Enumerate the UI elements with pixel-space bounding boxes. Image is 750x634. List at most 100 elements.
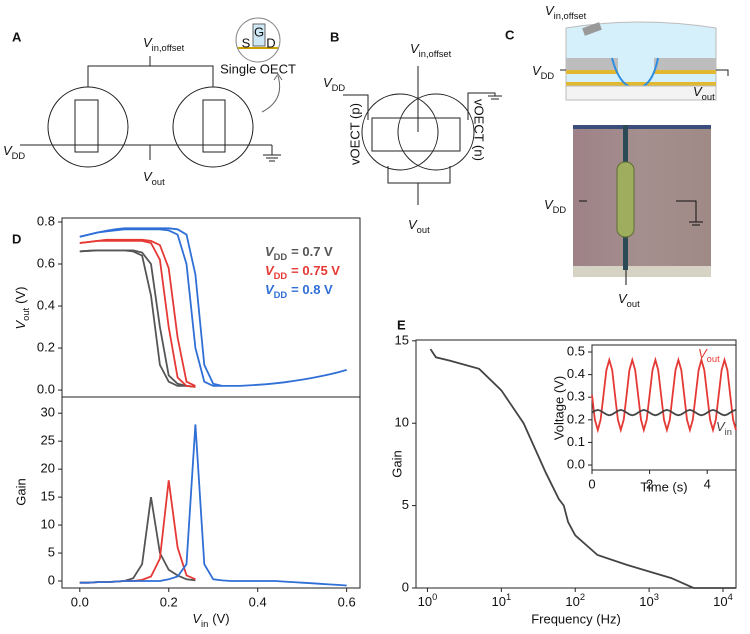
y-tick-label: 0.6	[37, 255, 55, 270]
panel-label: A	[12, 29, 22, 44]
drawing-shape	[573, 266, 711, 277]
series-label: Vout	[698, 346, 720, 364]
drawing-shape	[654, 70, 716, 74]
drawing-shape	[716, 69, 729, 76]
drawing-shape	[565, 21, 717, 101]
drawing-shape	[467, 92, 496, 120]
data-line	[79, 238, 196, 387]
symbol: V	[192, 611, 202, 626]
data-line	[79, 227, 347, 387]
diagram-label: Vout	[618, 291, 640, 309]
drawing-shape	[202, 99, 226, 153]
diagram-label: Vin,offset	[545, 3, 587, 21]
y-tick-label: 30	[41, 405, 55, 420]
y-tick-label: 0.2	[37, 339, 55, 354]
symbol: V	[544, 197, 554, 212]
drawing-shape	[47, 86, 129, 168]
drawing-shape	[566, 58, 618, 70]
terminal-label: S	[242, 35, 251, 50]
y-tick-label: 15	[395, 332, 409, 347]
device-label: vOECT (p)	[347, 103, 362, 165]
drawing-shape	[261, 75, 281, 113]
diagram-label: VDD	[3, 143, 25, 161]
diagram-label: Vin,offset	[410, 41, 452, 59]
diagram-b	[343, 66, 502, 205]
y-tick-label: 0.4	[567, 366, 585, 381]
subscript: out	[707, 354, 720, 364]
subscript: DD	[332, 83, 346, 93]
y-axis-label: Gain	[389, 450, 404, 477]
symbol: V	[693, 84, 703, 99]
drawing-shape	[582, 22, 602, 36]
tick-exponent: 4	[728, 592, 733, 602]
x-tick-label: 103	[639, 592, 659, 609]
tick-base: 10	[565, 594, 579, 609]
y-tick-label: 0.8	[37, 213, 55, 228]
subscript: in,offset	[554, 11, 587, 21]
subscript: out	[702, 92, 715, 102]
y-tick-label: 20	[41, 461, 55, 476]
drawing-shape	[565, 85, 717, 101]
x-tick-label: 0	[588, 476, 595, 491]
subscript: in	[201, 619, 208, 629]
drawing-shape	[676, 200, 697, 222]
y-axis-label: Gain	[13, 478, 28, 505]
y-tick-label: 0.0	[567, 456, 585, 471]
x-tick-label: 0.4	[249, 594, 267, 609]
x-axis-label: Vin (V)	[192, 611, 229, 629]
y-tick-label: 0.0	[37, 382, 55, 397]
x-tick-label: 100	[418, 592, 438, 609]
symbol: V	[545, 3, 555, 18]
x-tick-label: 101	[491, 592, 511, 609]
y-tick-label: 15	[41, 489, 55, 504]
x-tick-label: 2	[646, 476, 653, 491]
data-line	[79, 240, 196, 388]
x-tick-label: 102	[565, 592, 585, 609]
x-tick-label: 4	[704, 476, 711, 491]
y-tick-label: 0.1	[567, 434, 585, 449]
data-line	[79, 249, 196, 388]
text: = 0.75 V	[291, 263, 340, 278]
terminal-label: D	[266, 35, 275, 50]
text: = 0.7 V	[291, 244, 333, 259]
y-tick-label: 0.2	[567, 411, 585, 426]
subscript: DD	[541, 71, 555, 81]
y-tick-label: 10	[395, 415, 409, 430]
y-tick-label: 0	[48, 572, 55, 587]
x-axis-label: Time (s)	[640, 479, 687, 494]
y-tick-label: 0.5	[567, 343, 585, 358]
y-tick-label: 25	[41, 433, 55, 448]
plot-frame	[61, 396, 361, 589]
y-axis-label: Vout (V)	[13, 286, 31, 329]
tick-base: 10	[713, 594, 727, 609]
subscript: out	[417, 225, 430, 235]
legend-entry: VDD = 0.8 V	[265, 282, 333, 300]
inset-caption: Single OECT	[220, 61, 296, 76]
symbol: V	[265, 282, 275, 297]
symbol: V	[716, 419, 726, 434]
legend-entry: VDD = 0.75 V	[265, 263, 340, 281]
drawing-shape	[566, 82, 716, 86]
drawing-shape	[397, 93, 475, 171]
symbol: V	[3, 143, 13, 158]
subscript: DD	[553, 205, 567, 215]
tick-base: 10	[639, 594, 653, 609]
subscript: DD	[274, 290, 288, 300]
x-tick-label: 0.0	[71, 594, 89, 609]
tick-exponent: 1	[506, 592, 511, 602]
drawing-shape	[361, 93, 439, 171]
drawing-shape	[371, 117, 461, 152]
series-label: Vin	[716, 419, 732, 437]
symbol: V	[265, 263, 275, 278]
data-line	[591, 408, 737, 417]
y-tick-label: 10	[41, 517, 55, 532]
device-label: vOECT (n)	[472, 99, 487, 161]
tick-exponent: 2	[580, 592, 585, 602]
drawing-shape	[74, 99, 99, 153]
panel-label: D	[12, 231, 21, 246]
data-line	[591, 356, 737, 434]
symbol: V	[698, 346, 708, 361]
unit: (V)	[212, 611, 229, 626]
symbol: V	[323, 75, 333, 90]
